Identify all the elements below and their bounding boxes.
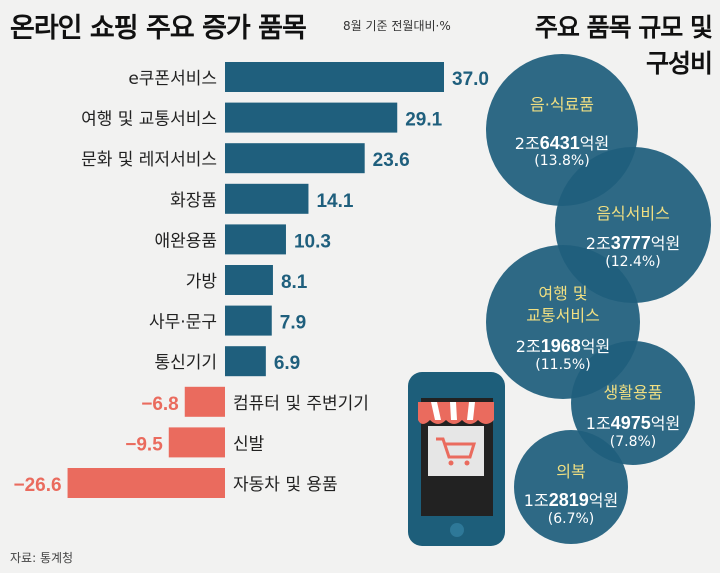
- bar-10: [168, 427, 225, 458]
- chart-subtitle: 8월 기준 전월대비·%: [343, 19, 451, 33]
- value-label-2: 29.1: [405, 110, 442, 131]
- bar-2: [225, 102, 398, 133]
- bubble-travel-category: 여행 및 교통서비스: [526, 284, 600, 325]
- bubble-travel-share: (11.5%): [535, 357, 591, 373]
- value-label-9: −6.8: [141, 394, 179, 415]
- cart-icon: [436, 437, 477, 459]
- bubble-clothing-amount: 1조2819억원: [523, 490, 619, 510]
- value-label-1: 37.0: [452, 69, 489, 90]
- value-label-10: −9.5: [125, 434, 163, 455]
- value-label-6: 8.1: [281, 272, 308, 293]
- awning-stripes: [431, 402, 475, 420]
- bubbles-group: [486, 54, 711, 544]
- bar-1: [225, 62, 444, 92]
- bar-9: [184, 386, 225, 417]
- bar-5: [225, 224, 286, 255]
- bubble-title-line-2: 구성비: [645, 49, 713, 78]
- bar-8: [225, 346, 266, 377]
- bar-7: [225, 305, 272, 336]
- category-label-8: 통신기기: [154, 353, 217, 373]
- bubble-food-amount: 2조6431억원: [514, 133, 610, 153]
- category-label-11: 자동차 및 용품: [233, 475, 338, 495]
- bubble-living-goods: [571, 341, 695, 465]
- bubble-title-line-1: 주요 품목 규모 및: [534, 13, 713, 42]
- category-label-7: 사무·문구: [149, 313, 217, 333]
- value-label-11: −26.6: [13, 475, 61, 496]
- cart-wheel-left: [448, 460, 454, 466]
- category-label-6: 가방: [186, 272, 218, 292]
- bubble-clothing: [514, 430, 628, 544]
- value-label-4: 14.1: [316, 191, 353, 212]
- category-label-2: 여행 및 교통서비스: [81, 110, 217, 130]
- bar-3: [225, 143, 365, 174]
- bubble-living-goods-share: (7.8%): [609, 434, 657, 450]
- bubble-living-goods-amount: 1조4975억원: [585, 413, 681, 433]
- bar-4: [225, 183, 309, 214]
- cart-wheel-right: [464, 460, 470, 466]
- source-note: 자료: 통계청: [10, 551, 74, 565]
- bubble-travel-amount: 2조1968억원: [515, 336, 611, 356]
- bubble-food-service-amount: 2조3777억원: [585, 233, 681, 253]
- store-window: [428, 426, 484, 476]
- bar-11: [67, 468, 225, 498]
- bars-group: e쿠폰서비스 37.0 여행 및 교통서비스 29.1 문화 및 레저서비스 23.6 화장…: [13, 62, 489, 498]
- category-label-1: e쿠폰서비스: [128, 69, 217, 89]
- category-label-9: 컴퓨터 및 주변기기: [233, 394, 369, 414]
- bubble-food-service-share: (12.4%): [605, 254, 661, 270]
- bar-6: [225, 265, 273, 295]
- category-label-10: 신발: [233, 434, 265, 454]
- shopping-phone-illustration: [408, 372, 505, 546]
- bubble-food-share: (13.8%): [534, 153, 590, 169]
- bubble-food-service-category: 음식서비스: [596, 204, 670, 223]
- value-label-3: 23.6: [373, 150, 410, 171]
- bubble-section-title: 주요 품목 규모 및 구성비: [452, 10, 713, 82]
- bubble-clothing-category: 의복: [556, 462, 586, 481]
- value-label-7: 7.9: [280, 313, 306, 334]
- chart-title: 온라인 쇼핑 주요 증가 품목: [10, 13, 307, 44]
- category-label-5: 애완용품: [154, 231, 217, 251]
- value-label-5: 10.3: [294, 231, 331, 252]
- value-label-8: 6.9: [274, 353, 300, 374]
- category-label-3: 문화 및 레저서비스: [81, 150, 217, 170]
- bubble-food-category: 음·식료품: [530, 95, 594, 114]
- bubble-living-goods-category: 생활용품: [603, 383, 663, 402]
- category-label-4: 화장품: [170, 191, 217, 211]
- phone-home-button: [450, 523, 464, 537]
- bubble-clothing-share: (6.7%): [547, 511, 595, 527]
